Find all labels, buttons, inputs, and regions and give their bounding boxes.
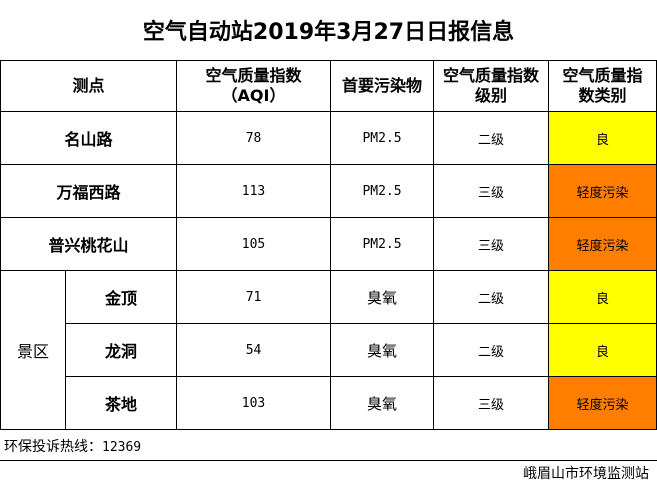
footer-divider <box>0 460 657 461</box>
category-cell: 良 <box>548 323 657 377</box>
level-cell: 三级 <box>433 164 550 218</box>
table-row: 景区 金顶 71 臭氧 二级 良 <box>0 270 657 430</box>
level-cell: 三级 <box>433 376 550 430</box>
pollutant-cell: 臭氧 <box>330 270 435 324</box>
pollutant-cell: PM2.5 <box>330 164 435 218</box>
pollutant-cell: 臭氧 <box>330 323 435 377</box>
pollutant-cell: PM2.5 <box>330 217 435 271</box>
level-cell: 二级 <box>433 111 550 165</box>
station-cell: 普兴桃花山 <box>0 217 178 271</box>
station-cell: 茶地 <box>64 376 178 430</box>
table-row: 龙洞 54 臭氧 二级 良 <box>1 323 657 377</box>
header-aqi: 空气质量指数 （AQI） <box>176 60 332 112</box>
header-category: 空气质量指 数类别 <box>548 60 657 112</box>
aqi-cell: 105 <box>176 217 332 271</box>
level-cell: 二级 <box>433 323 550 377</box>
header-station: 测点 <box>0 60 178 112</box>
category-cell: 良 <box>548 111 657 165</box>
aqi-table: 测点 空气质量指数 （AQI） 首要污染物 空气质量指数 级别 空气质量指 数类别 名… <box>0 60 657 430</box>
hotline-label: 环保投诉热线： <box>4 439 102 455</box>
header-pollutant: 首要污染物 <box>330 60 435 112</box>
aqi-cell: 71 <box>176 270 332 324</box>
organization-name: 峨眉山市环境监测站 <box>523 466 649 482</box>
table-row: 茶地 103 臭氧 三级 轻度污染 <box>1 376 657 430</box>
group-cell-scenic-area: 景区 <box>0 270 66 430</box>
aqi-cell: 113 <box>176 164 332 218</box>
pollutant-cell: 臭氧 <box>330 376 435 430</box>
category-cell: 轻度污染 <box>548 164 657 218</box>
table-row: 普兴桃花山 105 PM2.5 三级 轻度污染 <box>0 217 657 271</box>
category-cell: 良 <box>548 270 657 324</box>
level-cell: 二级 <box>433 270 550 324</box>
complaint-hotline: 环保投诉热线：12369 <box>4 436 141 458</box>
aqi-cell: 103 <box>176 376 332 430</box>
category-cell: 轻度污染 <box>548 376 657 430</box>
station-cell: 名山路 <box>0 111 178 165</box>
level-cell: 三级 <box>433 217 550 271</box>
table-row: 万福西路 113 PM2.5 三级 轻度污染 <box>0 164 657 218</box>
header-level: 空气质量指数 级别 <box>433 60 550 112</box>
table-header-row: 测点 空气质量指数 （AQI） 首要污染物 空气质量指数 级别 空气质量指 数类别 <box>0 60 657 112</box>
hotline-number: 12369 <box>102 440 142 455</box>
pollutant-cell: PM2.5 <box>330 111 435 165</box>
category-cell: 轻度污染 <box>548 217 657 271</box>
station-cell: 万福西路 <box>0 164 178 218</box>
aqi-cell: 78 <box>176 111 332 165</box>
station-cell: 金顶 <box>64 270 178 324</box>
aqi-cell: 54 <box>176 323 332 377</box>
table-row: 名山路 78 PM2.5 二级 良 <box>0 111 657 165</box>
report-title: 空气自动站2019年3月27日日报信息 <box>142 20 515 45</box>
station-cell: 龙洞 <box>64 323 178 377</box>
